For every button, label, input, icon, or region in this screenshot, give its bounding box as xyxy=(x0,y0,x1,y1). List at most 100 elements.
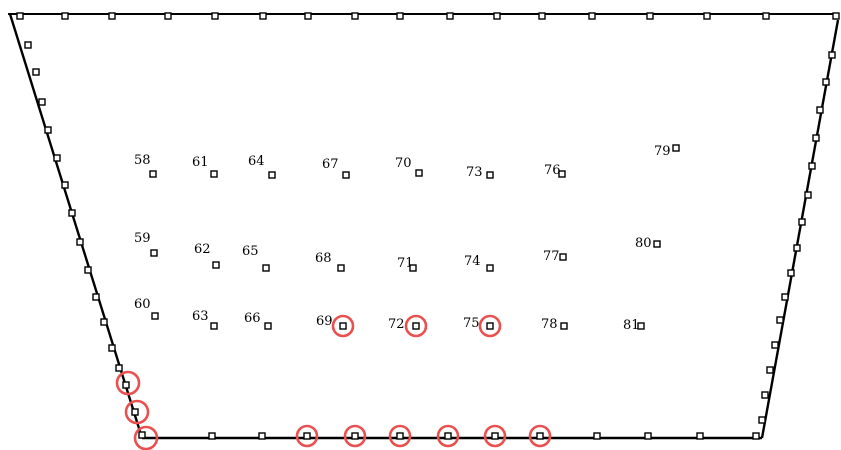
node-label: 78 xyxy=(541,317,558,332)
node-label: 77 xyxy=(543,249,560,264)
node-marker xyxy=(558,170,566,178)
right-boundary-node xyxy=(816,106,824,114)
top-boundary-node xyxy=(493,12,501,20)
left-boundary-node xyxy=(108,344,116,352)
top-boundary-node xyxy=(646,12,654,20)
node-marker xyxy=(486,322,494,330)
top-boundary-node xyxy=(259,12,267,20)
bottom-boundary-node xyxy=(752,432,760,440)
interior-nodes: 58 59 60 61 62 63 64 65 66 67 68 69 70 71 72 73 74 75 76 77… xyxy=(134,144,680,333)
node-68: 68 xyxy=(315,251,345,272)
node-marker xyxy=(339,322,347,330)
node-74: 74 xyxy=(464,254,494,272)
node-marker xyxy=(337,264,345,272)
node-label: 59 xyxy=(134,231,151,246)
node-label: 63 xyxy=(192,309,209,324)
right-boundary-node xyxy=(787,269,795,277)
node-62: 62 xyxy=(194,242,220,269)
right-boundary-node xyxy=(804,191,812,199)
node-label: 79 xyxy=(654,144,671,159)
node-marker xyxy=(637,322,645,330)
top-boundary-node xyxy=(588,12,596,20)
node-marker xyxy=(210,170,218,178)
node-71: 71 xyxy=(397,256,417,272)
bottom-boundary-node xyxy=(536,432,544,440)
node-label: 69 xyxy=(316,314,333,329)
node-label: 81 xyxy=(623,318,640,333)
right-boundary-node xyxy=(766,366,774,374)
node-79: 79 xyxy=(654,144,680,159)
node-73: 73 xyxy=(466,165,494,180)
node-marker xyxy=(415,169,423,177)
bottom-boundary-node xyxy=(593,432,601,440)
highlight-ring-bottom xyxy=(295,424,319,448)
top-boundary-node xyxy=(538,12,546,20)
highlight-ring-69 xyxy=(331,314,355,338)
node-78: 78 xyxy=(541,317,568,332)
top-boundary-node xyxy=(211,12,219,20)
top-boundary-node xyxy=(16,12,24,20)
left-boundary-node xyxy=(76,238,84,246)
boundary-nodes xyxy=(16,12,840,440)
node-59: 59 xyxy=(134,231,158,257)
node-label: 72 xyxy=(388,317,405,332)
right-boundary-node xyxy=(771,341,779,349)
top-boundary-node xyxy=(703,12,711,20)
node-80: 80 xyxy=(635,236,661,251)
top-boundary-node xyxy=(446,12,454,20)
left-boundary-node xyxy=(44,126,52,134)
node-60: 60 xyxy=(134,297,159,320)
highlight-ring-72 xyxy=(404,314,428,338)
highlight-circles xyxy=(115,314,552,450)
node-label: 65 xyxy=(242,244,259,259)
node-marker xyxy=(212,261,220,269)
node-63: 63 xyxy=(192,309,218,330)
node-label: 66 xyxy=(244,311,261,326)
node-marker xyxy=(342,171,350,179)
right-boundary-node xyxy=(793,244,801,252)
top-boundary-node xyxy=(396,12,404,20)
top-boundary-node xyxy=(304,12,312,20)
node-label: 62 xyxy=(194,242,211,257)
node-marker xyxy=(560,322,568,330)
node-70: 70 xyxy=(395,156,423,177)
left-boundary-node xyxy=(38,98,46,106)
bottom-boundary-node xyxy=(208,432,216,440)
right-boundary-node xyxy=(761,391,769,399)
left-boundary-node xyxy=(53,154,61,162)
highlight-ring-75 xyxy=(478,314,502,338)
node-marker xyxy=(486,264,494,272)
highlight-ring-left-1 xyxy=(115,370,141,396)
node-marker xyxy=(210,322,218,330)
node-label: 60 xyxy=(134,297,151,312)
node-64: 64 xyxy=(248,154,276,179)
highlight-ring-bottom xyxy=(436,424,460,448)
left-boundary-node xyxy=(92,293,100,301)
bottom-boundary-node xyxy=(444,432,452,440)
left-boundary-node xyxy=(122,381,130,389)
node-marker xyxy=(412,322,420,330)
left-boundary-node xyxy=(100,318,108,326)
node-label: 75 xyxy=(463,316,480,331)
highlight-ring-corner xyxy=(133,425,159,450)
left-boundary-node xyxy=(24,41,32,49)
left-boundary-node xyxy=(32,68,40,76)
node-marker xyxy=(559,253,567,261)
right-boundary-node xyxy=(822,78,830,86)
highlight-ring-bottom xyxy=(483,424,507,448)
left-boundary-node xyxy=(61,181,69,189)
node-label: 73 xyxy=(466,165,483,180)
node-75: 75 xyxy=(463,316,494,331)
left-boundary-node xyxy=(131,408,139,416)
right-boundary-node xyxy=(781,293,789,301)
node-label: 58 xyxy=(134,153,151,168)
node-marker xyxy=(672,144,680,152)
top-boundary-node xyxy=(762,12,770,20)
node-61: 61 xyxy=(192,155,218,178)
bottom-boundary-node xyxy=(696,432,704,440)
bottom-boundary-node xyxy=(491,432,499,440)
right-boundary-node xyxy=(776,316,784,324)
node-66: 66 xyxy=(244,311,272,330)
top-boundary-node xyxy=(164,12,172,20)
node-label: 74 xyxy=(464,254,481,269)
